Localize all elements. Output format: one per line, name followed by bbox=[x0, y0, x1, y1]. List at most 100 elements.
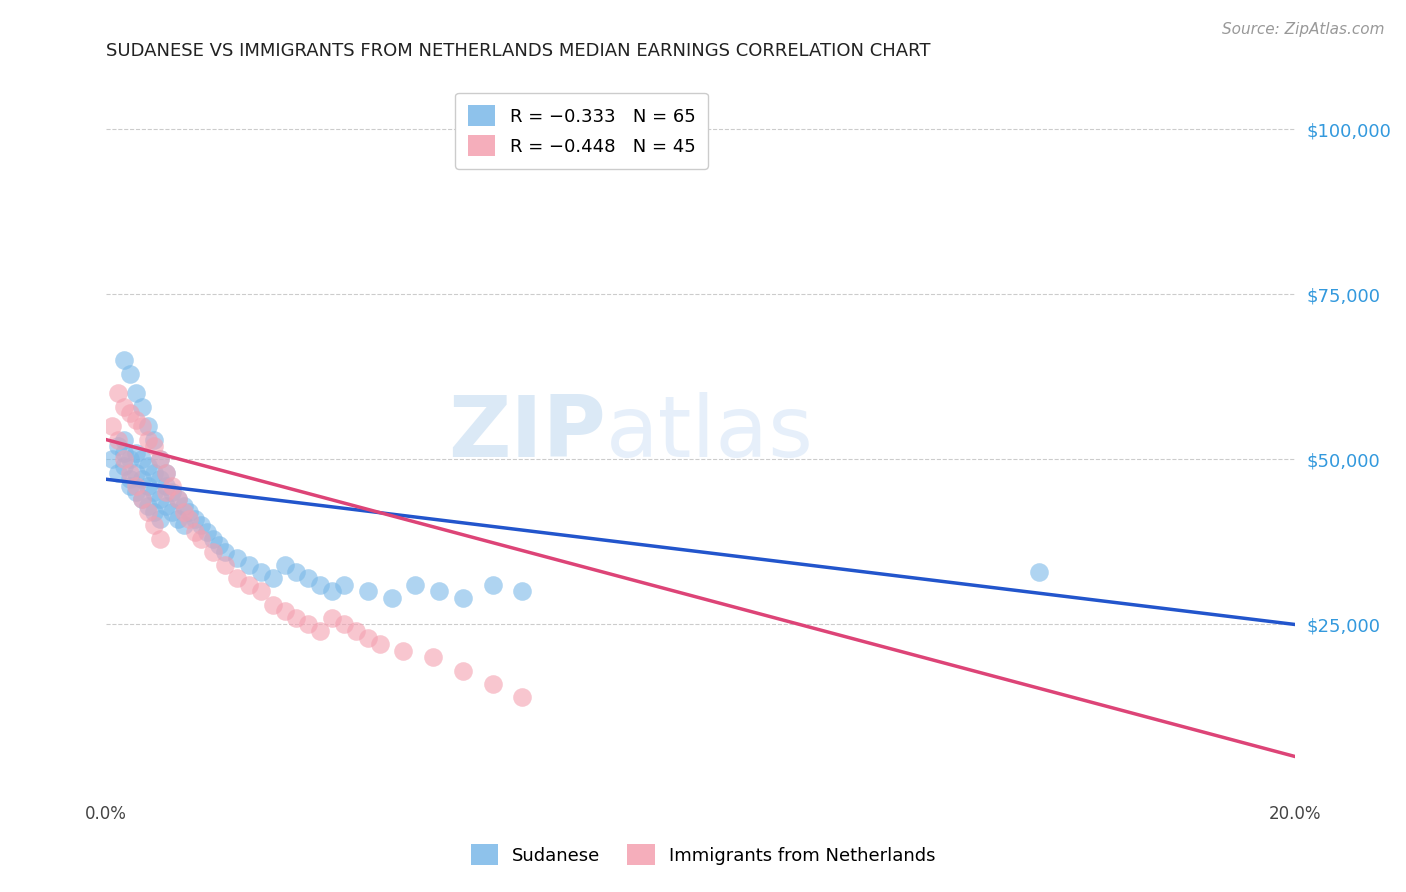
Point bbox=[101, 419, 124, 434]
Point bbox=[357, 584, 380, 599]
Point bbox=[118, 367, 141, 381]
Point bbox=[481, 578, 503, 592]
Point bbox=[184, 512, 207, 526]
Point bbox=[226, 571, 249, 585]
Point bbox=[125, 485, 148, 500]
Point bbox=[451, 591, 474, 605]
Point bbox=[155, 485, 177, 500]
Point bbox=[149, 512, 172, 526]
Point bbox=[101, 452, 124, 467]
Point bbox=[136, 433, 159, 447]
Point bbox=[107, 439, 129, 453]
Point bbox=[118, 479, 141, 493]
Point bbox=[422, 650, 444, 665]
Point bbox=[125, 466, 148, 480]
Point bbox=[112, 458, 135, 473]
Point bbox=[112, 400, 135, 414]
Text: atlas: atlas bbox=[606, 392, 814, 475]
Point bbox=[136, 499, 159, 513]
Point bbox=[142, 505, 165, 519]
Point bbox=[107, 386, 129, 401]
Point bbox=[166, 491, 188, 506]
Point bbox=[142, 485, 165, 500]
Point bbox=[249, 584, 271, 599]
Point bbox=[249, 565, 271, 579]
Point bbox=[136, 505, 159, 519]
Point bbox=[131, 491, 153, 506]
Point bbox=[160, 505, 183, 519]
Point bbox=[155, 499, 177, 513]
Point bbox=[226, 551, 249, 566]
Point bbox=[118, 406, 141, 420]
Point bbox=[179, 505, 201, 519]
Point bbox=[125, 446, 148, 460]
Point bbox=[136, 458, 159, 473]
Point bbox=[160, 479, 183, 493]
Point bbox=[112, 433, 135, 447]
Point bbox=[149, 532, 172, 546]
Point bbox=[404, 578, 426, 592]
Point bbox=[309, 624, 332, 638]
Legend: Sudanese, Immigrants from Netherlands: Sudanese, Immigrants from Netherlands bbox=[464, 837, 942, 872]
Point bbox=[131, 491, 153, 506]
Point bbox=[202, 532, 225, 546]
Point bbox=[195, 524, 218, 539]
Point bbox=[166, 491, 188, 506]
Point bbox=[166, 512, 188, 526]
Text: ZIP: ZIP bbox=[447, 392, 606, 475]
Point bbox=[149, 452, 172, 467]
Point bbox=[427, 584, 450, 599]
Point bbox=[107, 433, 129, 447]
Point bbox=[297, 617, 319, 632]
Point bbox=[160, 485, 183, 500]
Point bbox=[190, 518, 212, 533]
Point bbox=[155, 466, 177, 480]
Point bbox=[184, 524, 207, 539]
Point bbox=[238, 558, 260, 572]
Point bbox=[118, 466, 141, 480]
Point bbox=[190, 532, 212, 546]
Point bbox=[142, 466, 165, 480]
Text: Source: ZipAtlas.com: Source: ZipAtlas.com bbox=[1222, 22, 1385, 37]
Point bbox=[1028, 565, 1050, 579]
Point bbox=[357, 631, 380, 645]
Point bbox=[155, 479, 177, 493]
Point bbox=[131, 472, 153, 486]
Point bbox=[112, 353, 135, 368]
Point bbox=[107, 466, 129, 480]
Point bbox=[368, 637, 391, 651]
Point bbox=[142, 439, 165, 453]
Point bbox=[297, 571, 319, 585]
Point bbox=[510, 690, 533, 704]
Point bbox=[273, 604, 295, 618]
Point bbox=[173, 505, 195, 519]
Point bbox=[273, 558, 295, 572]
Point bbox=[125, 386, 148, 401]
Point bbox=[179, 512, 201, 526]
Point bbox=[321, 611, 343, 625]
Point bbox=[149, 491, 172, 506]
Point bbox=[149, 472, 172, 486]
Point bbox=[510, 584, 533, 599]
Point bbox=[118, 452, 141, 467]
Point bbox=[380, 591, 402, 605]
Point bbox=[214, 545, 236, 559]
Point bbox=[142, 518, 165, 533]
Point bbox=[136, 479, 159, 493]
Point bbox=[285, 565, 308, 579]
Point bbox=[321, 584, 343, 599]
Point bbox=[238, 578, 260, 592]
Point bbox=[173, 518, 195, 533]
Point bbox=[333, 578, 356, 592]
Point bbox=[262, 598, 284, 612]
Point bbox=[125, 479, 148, 493]
Point bbox=[481, 677, 503, 691]
Point bbox=[173, 499, 195, 513]
Point bbox=[112, 452, 135, 467]
Point bbox=[155, 466, 177, 480]
Point bbox=[125, 413, 148, 427]
Point bbox=[112, 446, 135, 460]
Point bbox=[149, 452, 172, 467]
Point bbox=[392, 644, 415, 658]
Point bbox=[131, 452, 153, 467]
